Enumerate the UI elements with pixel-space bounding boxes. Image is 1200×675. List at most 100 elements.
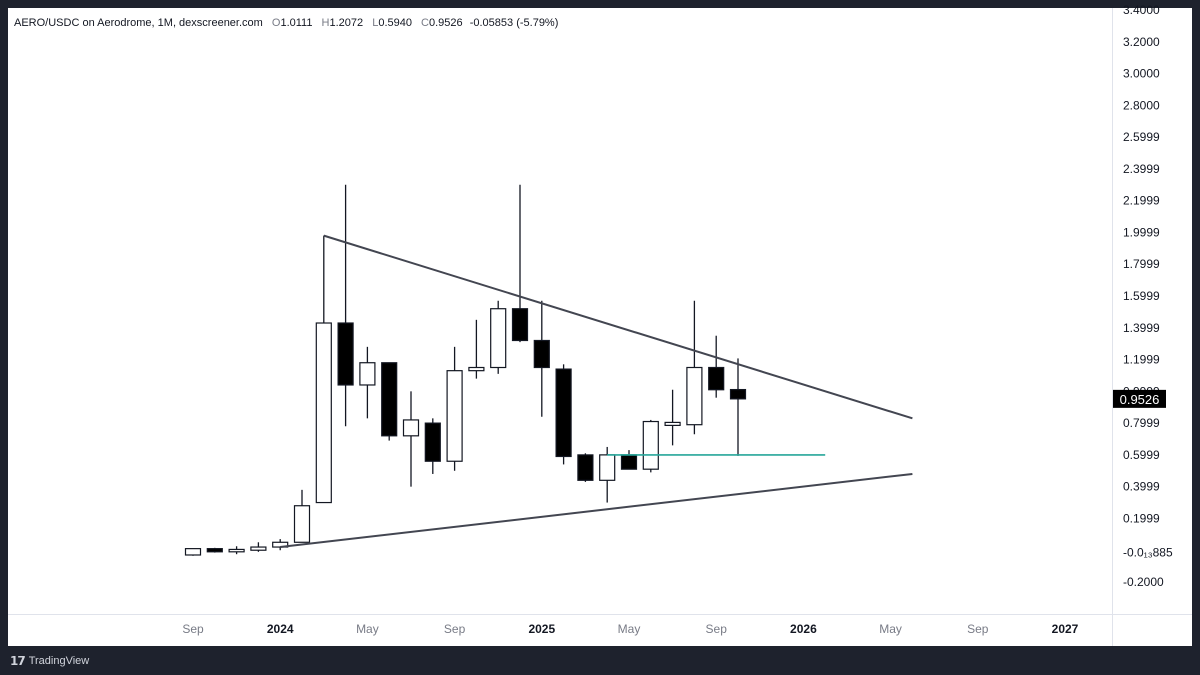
candle (599, 446, 616, 503)
brand-name[interactable]: TradingView (28, 655, 90, 667)
candle (511, 184, 529, 343)
price-tick-label: -0.0₁₃885 (1123, 545, 1173, 559)
price-tick-label: 3.0000 (1123, 67, 1160, 81)
candle (424, 418, 441, 474)
candle-body-down (533, 339, 550, 369)
candle-body-down (555, 368, 572, 458)
price-tick-label: 2.3999 (1123, 162, 1160, 176)
price-tick-label: 1.9999 (1123, 225, 1160, 239)
candle (642, 419, 659, 473)
logo-icon[interactable]: 𝟭𝟳 (10, 654, 26, 668)
open-label: O (271, 17, 281, 29)
candle-body-down (511, 308, 529, 342)
candle-body-up (642, 420, 659, 470)
price-tick-label: -0.2000 (1123, 575, 1164, 589)
low-label: L (372, 17, 379, 29)
high-label: H (321, 17, 330, 29)
candle (315, 235, 332, 504)
price-tick-label: 0.5999 (1123, 448, 1160, 462)
price-tick-label: 2.1999 (1123, 194, 1160, 208)
candle-body-up (599, 454, 616, 481)
time-tick-label: 2026 (790, 622, 817, 636)
candle (555, 364, 572, 465)
chart-legend: AERO/USDC on Aerodrome, 1M, dexscreener.… (14, 17, 558, 29)
time-tick-label: 2027 (1052, 622, 1079, 636)
time-tick-label: Sep (444, 622, 466, 636)
candle (206, 547, 223, 553)
candle (533, 300, 550, 417)
time-tick-label: Sep (706, 622, 728, 636)
candle (184, 548, 202, 556)
candle-body-down (729, 388, 747, 400)
time-tick-label: May (879, 622, 902, 636)
low-value: 0.5940 (378, 17, 412, 29)
candle (729, 358, 747, 456)
candle (686, 300, 703, 435)
lower-trendline[interactable] (280, 472, 913, 549)
price-tick-label: 3.4000 (1123, 3, 1160, 17)
change-value: -0.05853 (-5.79%) (469, 17, 559, 29)
candle-body-up (664, 421, 681, 427)
candle-body-down (206, 548, 223, 553)
candle-body-down (708, 366, 725, 391)
candle (250, 542, 267, 552)
candle (468, 319, 485, 379)
candle (337, 184, 354, 427)
candle (620, 450, 638, 470)
price-tick-label: 3.2000 (1123, 35, 1160, 49)
high-value: 1.2072 (329, 17, 364, 29)
candle-body-up (490, 308, 507, 369)
x-axis-border (8, 8, 1192, 646)
price-tick-label: 1.1999 (1123, 353, 1160, 367)
time-tick-label: Sep (182, 622, 204, 636)
candle-body-down (424, 422, 441, 462)
last-price-label: 0.9526 (1113, 389, 1166, 408)
time-tick-label: 2025 (528, 622, 555, 636)
candle (708, 335, 725, 398)
candle-body-down (577, 454, 594, 481)
upper-trendline[interactable] (323, 234, 913, 420)
price-tick-label: 0.7999 (1123, 416, 1160, 430)
candle-body-down (381, 362, 398, 437)
candle-body-up (250, 546, 267, 551)
price-tick-label: 1.7999 (1123, 257, 1160, 271)
candle (490, 300, 507, 374)
close-label: C (421, 17, 429, 29)
footer: 𝟭𝟳 TradingView (10, 654, 89, 668)
chart-pane[interactable] (8, 8, 1192, 646)
candle (664, 389, 681, 446)
open-value: 1.0111 (280, 17, 313, 29)
candle-body-down (620, 454, 638, 470)
time-tick-label: Sep (967, 622, 989, 636)
candle-body-up (402, 419, 420, 437)
candle-body-down (337, 322, 354, 386)
close-value: 0.9526 (429, 17, 463, 29)
candle (293, 489, 311, 543)
candle-body-up (184, 548, 202, 556)
price-tick-label: 0.1999 (1123, 511, 1160, 525)
candle (446, 346, 463, 471)
candle (359, 346, 376, 419)
time-axis[interactable]: Sep 2024 May Sep 2025 May Sep 2026 May Sep 2027 (182, 622, 1078, 636)
candle (381, 362, 398, 441)
candle (272, 539, 289, 551)
last-price-value: 0.9526 (1120, 392, 1160, 407)
price-tick-label: 0.3999 (1123, 480, 1160, 494)
price-axis[interactable]: 3.4000 3.2000 3.0000 2.8000 2.5999 2.3999 2.19… (1123, 3, 1173, 589)
candle-body-up (446, 370, 463, 462)
candle-body-up (228, 548, 245, 553)
last-price-badge (1113, 389, 1166, 408)
candle-body-up (315, 322, 332, 504)
symbol-title[interactable]: AERO/USDC on Aerodrome, 1M, dexscreener.… (14, 17, 263, 29)
candle (228, 546, 245, 555)
candle-body-up (686, 366, 703, 426)
candle-body-up (293, 505, 311, 543)
candle (577, 453, 594, 482)
time-tick-label: 2024 (267, 622, 294, 636)
time-tick-label: May (618, 622, 641, 636)
candles (184, 184, 747, 556)
candle-body-up (359, 362, 376, 386)
time-tick-label: May (356, 622, 379, 636)
drawings[interactable] (280, 234, 913, 549)
